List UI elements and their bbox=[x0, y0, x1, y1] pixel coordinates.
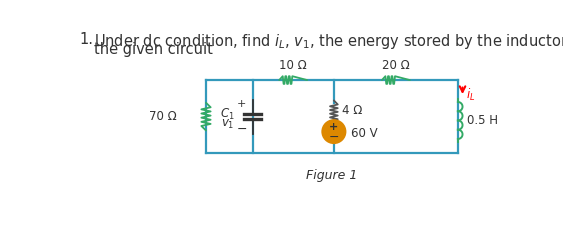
Text: 0.5 H: 0.5 H bbox=[467, 114, 498, 127]
Text: −: − bbox=[329, 130, 339, 143]
Text: 20 Ω: 20 Ω bbox=[382, 59, 410, 72]
Text: 4 Ω: 4 Ω bbox=[342, 104, 362, 117]
Text: +: + bbox=[329, 122, 338, 132]
Text: the given circuit: the given circuit bbox=[93, 42, 212, 57]
Text: Figure 1: Figure 1 bbox=[306, 168, 358, 181]
Text: 70 Ω: 70 Ω bbox=[149, 110, 177, 123]
Text: 60 V: 60 V bbox=[351, 128, 378, 140]
Text: −: − bbox=[236, 122, 247, 136]
Circle shape bbox=[322, 120, 346, 143]
Text: $v_1$: $v_1$ bbox=[221, 118, 234, 131]
Text: +: + bbox=[237, 99, 247, 109]
Text: Under dc condition, find $i_L$, $v_1$, the energy stored by the inductor and cap: Under dc condition, find $i_L$, $v_1$, t… bbox=[93, 32, 563, 50]
Text: $i_L$: $i_L$ bbox=[466, 87, 476, 103]
Text: 1.: 1. bbox=[80, 32, 93, 46]
Text: $C_1$: $C_1$ bbox=[220, 107, 235, 122]
Text: 10 Ω: 10 Ω bbox=[279, 59, 307, 72]
